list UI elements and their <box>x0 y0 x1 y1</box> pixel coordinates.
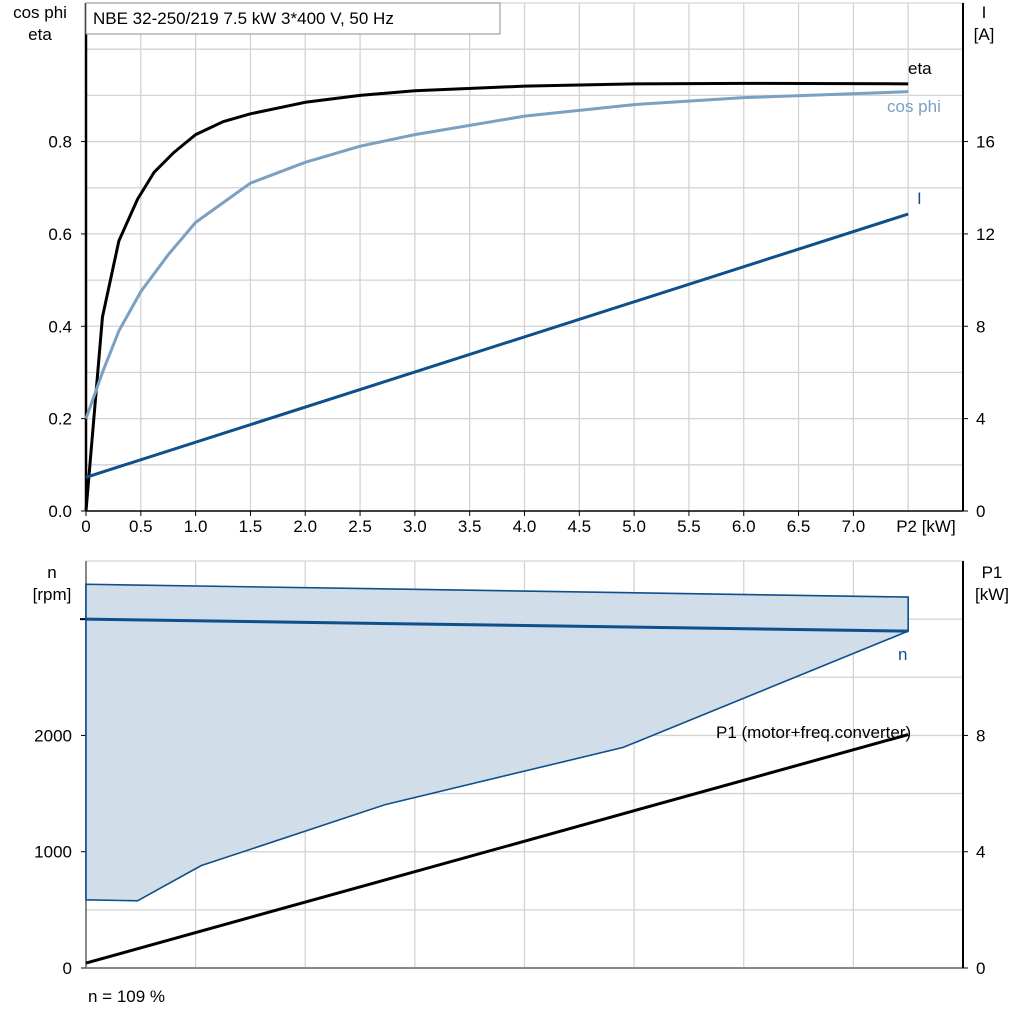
y-right-axis-label: I <box>982 3 987 22</box>
y-left-axis-label: [rpm] <box>33 585 72 604</box>
y-right-tick-label: 8 <box>976 726 985 745</box>
x-tick-label: 3.0 <box>403 517 427 536</box>
y-right-axis-label: P1 <box>982 563 1003 582</box>
title-box <box>85 2 501 35</box>
series-label-p1: P1 (motor+freq.converter) <box>716 723 911 742</box>
speed-range-band <box>85 583 909 902</box>
y-right-tick-label: 4 <box>976 843 985 862</box>
x-tick-label: 1.5 <box>239 517 263 536</box>
y-left-tick-label: 0.8 <box>48 133 72 152</box>
y-right-tick-label: 8 <box>976 317 985 336</box>
x-tick-label: 0.5 <box>129 517 153 536</box>
y-left-axis-label: eta <box>28 25 52 44</box>
chart-labels: 0 0.5 1.0 1.5 2.0 2.5 3.0 3.5 4.0 4.5 5.0 5.5 6.0 6.5… <box>13 3 1009 978</box>
series-label-n: n <box>898 645 907 664</box>
x-tick-label: 1.0 <box>184 517 208 536</box>
series-label-I: I <box>917 189 922 208</box>
y-left-tick-label: 2000 <box>34 726 72 745</box>
y-right-axis-label: [A] <box>974 25 995 44</box>
y-left-tick-label: 1000 <box>34 843 72 862</box>
series-line-eta <box>84 81 909 512</box>
y-left-axis-label: n <box>47 563 56 582</box>
top-chart-grid <box>81 2 968 516</box>
x-tick-label: 4.0 <box>513 517 537 536</box>
y-left-tick-label: 0.0 <box>48 502 72 521</box>
y-right-tick-label: 4 <box>976 410 985 429</box>
x-tick-label: 7.0 <box>842 517 866 536</box>
y-right-tick-label: 16 <box>976 133 995 152</box>
x-tick-label: 4.5 <box>567 517 591 536</box>
y-left-tick-label: 0 <box>63 959 72 978</box>
y-left-tick-label: 0.4 <box>48 317 72 336</box>
series-line-n <box>85 617 909 633</box>
y-left-tick-label: 0.2 <box>48 410 72 429</box>
x-tick-label: 2.0 <box>293 517 317 536</box>
series-line-p1 <box>85 733 909 965</box>
series-label-cos-phi: cos phi <box>887 97 941 116</box>
footer-speed-percent: n = 109 % <box>88 987 165 1006</box>
x-tick-label: 5.0 <box>622 517 646 536</box>
x-tick-label: 3.5 <box>458 517 482 536</box>
x-tick-label: 6.0 <box>732 517 756 536</box>
x-axis-label: P2 [kW] <box>896 517 956 536</box>
series-line-I <box>85 212 909 479</box>
series-line-cos-phi <box>84 90 909 420</box>
x-tick-label: 5.5 <box>677 517 701 536</box>
series-label-eta: eta <box>908 59 932 78</box>
x-tick-label: 0 <box>81 517 90 536</box>
x-tick-label: 6.5 <box>787 517 811 536</box>
y-right-tick-label: 0 <box>976 502 985 521</box>
x-tick-label: 2.5 <box>348 517 372 536</box>
chart-marks <box>84 81 909 965</box>
y-left-tick-label: 0.6 <box>48 225 72 244</box>
chart-title: NBE 32-250/219 7.5 kW 3*400 V, 50 Hz <box>93 9 394 28</box>
y-right-tick-label: 12 <box>976 225 995 244</box>
y-left-axis-label: cos phi <box>13 3 67 22</box>
y-right-tick-label: 0 <box>976 959 985 978</box>
y-right-axis-label: [kW] <box>975 585 1009 604</box>
